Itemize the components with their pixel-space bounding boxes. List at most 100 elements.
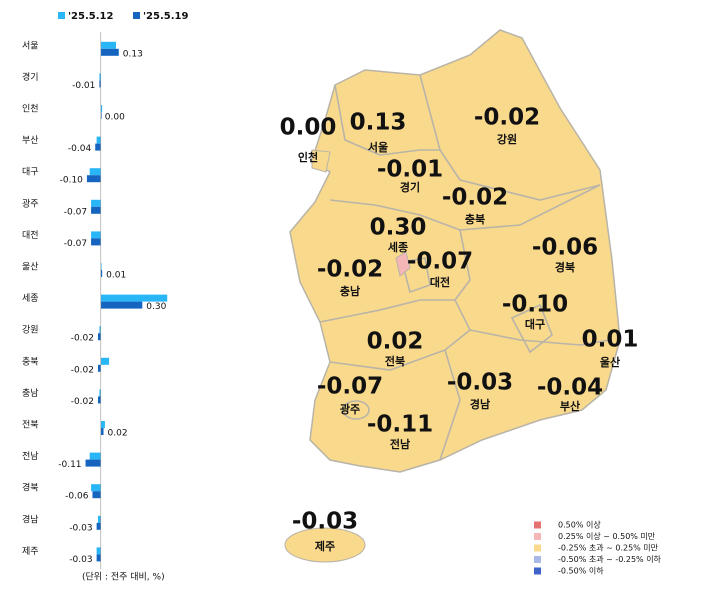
category-label: 부산 — [22, 135, 39, 146]
bar — [99, 80, 101, 88]
map-region-name: 경남 — [470, 397, 490, 411]
map-legend-label: 0.50% 이상 — [558, 520, 601, 530]
category-label: 세종 — [22, 293, 39, 304]
map-legend-swatch — [534, 567, 541, 575]
category-label: 인천 — [22, 104, 39, 115]
map-value: -0.06 — [532, 235, 598, 261]
map-legend-label: 0.25% 이상 ~ 0.50% 미만 — [558, 531, 656, 541]
value-label: -0.02 — [71, 397, 94, 407]
map-region-name: 대구 — [525, 317, 545, 331]
category-label: 대구 — [22, 167, 39, 178]
category-label: 서울 — [22, 40, 39, 51]
region-border — [334, 84, 440, 156]
map-value: -0.07 — [317, 374, 383, 400]
map — [284, 29, 621, 563]
bar — [89, 452, 101, 460]
value-label: -0.04 — [68, 144, 92, 154]
bar — [100, 48, 119, 56]
map-value: -0.11 — [367, 412, 433, 438]
legend-swatch — [133, 12, 140, 19]
map-region-name: 서울 — [368, 140, 388, 154]
bar — [99, 389, 101, 397]
bar — [98, 333, 101, 341]
bar — [100, 263, 102, 270]
bar — [96, 522, 101, 530]
bar — [100, 112, 102, 119]
incheon-island — [311, 149, 331, 173]
category-label: 경기 — [22, 71, 39, 83]
bar — [100, 428, 104, 435]
map-value: -0.07 — [407, 249, 473, 275]
value-label: -0.07 — [64, 207, 87, 217]
category-label: 전북 — [22, 420, 39, 431]
category-label: 경남 — [22, 513, 39, 525]
bar — [98, 364, 101, 372]
bar — [100, 270, 103, 277]
legend-swatch — [58, 12, 65, 19]
value-label: 0.01 — [106, 271, 126, 281]
map-region-name: 강원 — [497, 132, 517, 146]
map-value: -0.10 — [502, 292, 568, 318]
bar — [95, 143, 101, 151]
bar — [96, 136, 101, 144]
bar — [100, 301, 143, 309]
legend-label: '25.5.12 — [68, 11, 113, 22]
value-label: -0.02 — [71, 365, 94, 375]
map-region-name: 세종 — [388, 240, 408, 254]
value-label: -0.02 — [71, 334, 94, 344]
map-region-name: 충남 — [340, 284, 360, 298]
map-value: 0.13 — [350, 110, 407, 136]
region-border — [342, 400, 370, 420]
value-label: -0.07 — [64, 239, 87, 249]
map-legend-label: -0.50% 이하 — [558, 566, 604, 576]
bar — [100, 421, 105, 428]
category-label: 경북 — [22, 482, 39, 494]
bar — [96, 554, 101, 562]
bar — [96, 547, 101, 555]
bar — [99, 326, 101, 334]
map-legend-label: -0.25% 초과 ~ 0.25% 미만 — [558, 544, 659, 553]
bar — [91, 231, 101, 239]
bar — [91, 238, 101, 246]
map-value: -0.02 — [474, 105, 540, 131]
value-label: -0.03 — [69, 523, 92, 533]
bar — [91, 206, 101, 214]
category-label: 전남 — [22, 451, 39, 462]
map-legend-swatch — [534, 521, 541, 529]
bar — [100, 294, 168, 302]
category-label: 울산 — [22, 262, 39, 273]
region-border — [401, 257, 431, 294]
map-legend-swatch — [534, 556, 541, 563]
value-label: 0.30 — [146, 302, 166, 312]
bar — [91, 484, 101, 492]
map-value: 0.30 — [370, 215, 427, 241]
value-label: -0.03 — [69, 555, 92, 565]
map-region-name: 전북 — [385, 354, 405, 368]
map-region-name: 울산 — [600, 355, 620, 369]
map-value: 0.02 — [367, 329, 424, 355]
region-border — [329, 199, 471, 301]
region-border — [419, 74, 601, 201]
map-region-name: 충북 — [465, 212, 485, 226]
value-label: -0.06 — [65, 492, 89, 502]
bar — [91, 199, 101, 207]
map-legend-label: -0.50% 초과 ~ -0.25% 이하 — [558, 554, 662, 564]
region-border — [319, 299, 472, 351]
map-region-name: 전남 — [390, 437, 410, 451]
bar — [86, 175, 101, 183]
map-value: -0.03 — [447, 370, 513, 396]
value-label: -0.11 — [58, 460, 81, 470]
value-label: 0.02 — [108, 429, 128, 439]
value-label: -0.10 — [60, 176, 84, 186]
value-label: 0.00 — [105, 113, 125, 123]
bar — [100, 41, 116, 49]
map-region-name: 대전 — [430, 275, 450, 289]
map-legend-swatch — [534, 544, 541, 552]
map-region-name: 경북 — [555, 260, 575, 274]
value-label: -0.01 — [72, 81, 95, 91]
map-legend-swatch — [534, 533, 541, 540]
map-value: 0.01 — [582, 327, 639, 353]
map-value: -0.02 — [317, 257, 383, 283]
region-border — [459, 184, 601, 231]
